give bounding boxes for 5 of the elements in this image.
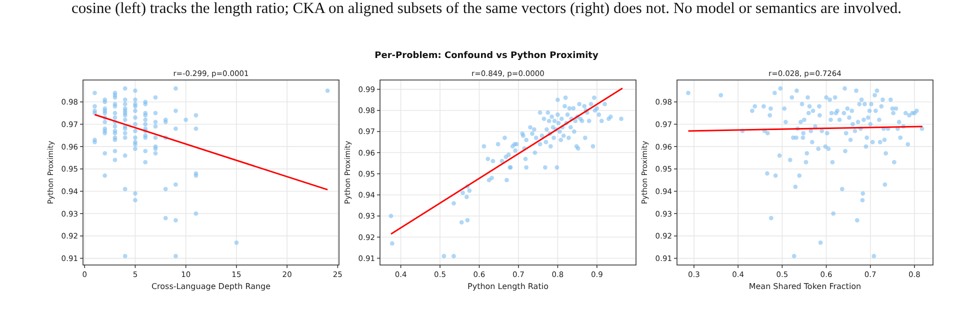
text: Per-Problem: Confound vs Python Proximity [374, 51, 598, 61]
x-axis-title: Mean Shared Token Fraction [748, 282, 862, 291]
x-axis-title: Python Length Ratio [468, 282, 549, 291]
text: cosine (left) tracks the length ratio; CKA on aligned subsets of the same vectors (right) does not. No model or semantics are involved. [72, 0, 902, 17]
x-axis-title: Cross-Language Depth Range [151, 282, 271, 291]
